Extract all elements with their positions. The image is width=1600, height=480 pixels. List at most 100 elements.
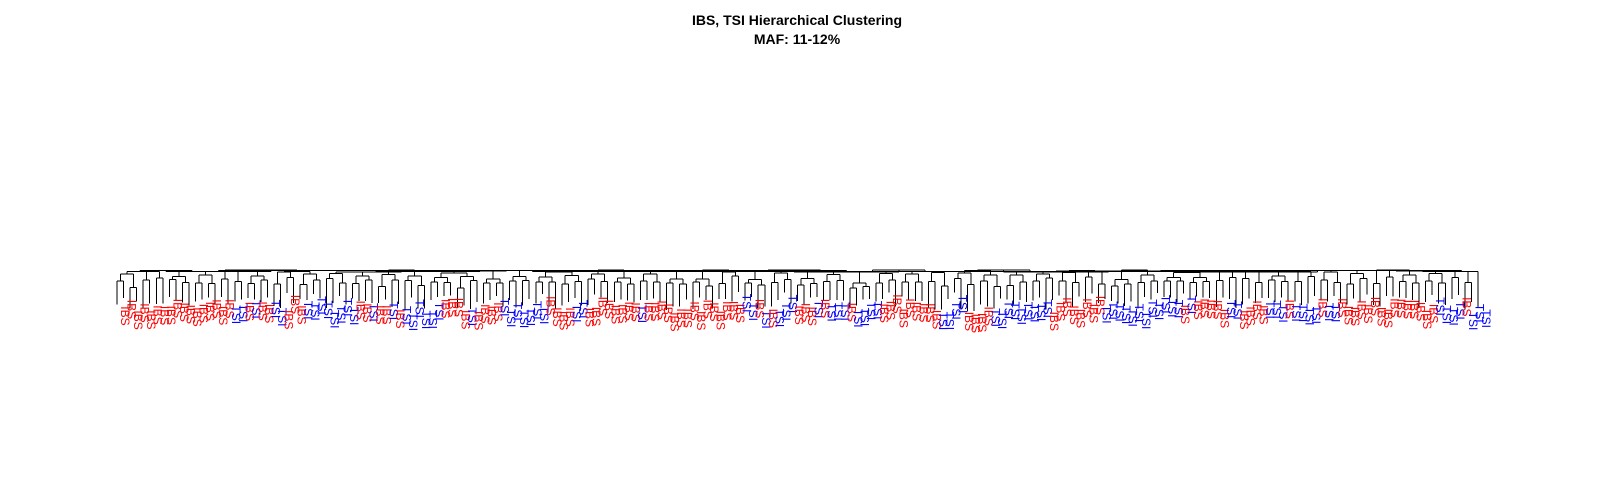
leaf-label: IBS — [727, 301, 741, 320]
leaf-label: IBS — [615, 304, 629, 323]
leaf-label: IBS — [923, 303, 937, 322]
leaf-label: TSI — [1126, 308, 1140, 327]
leaf-label: IBS — [1080, 298, 1094, 317]
leaf-label: TSI — [1139, 311, 1153, 330]
leaf-label: IBS — [1387, 298, 1401, 317]
leaf-label: TSI — [1322, 303, 1336, 322]
leaf-label: IBS — [1407, 300, 1421, 319]
leaf-label: IBS — [439, 299, 453, 318]
leaf-label: IBS — [897, 309, 911, 328]
leaf-label: IBS — [655, 300, 669, 319]
leaf-label: TSI — [1433, 297, 1447, 316]
leaf-label: TSI — [988, 308, 1002, 327]
leaf-label: IBS — [1060, 297, 1074, 316]
leaf-label: TSI — [949, 301, 963, 320]
leaf-label: IBS — [255, 301, 269, 320]
leaf-label: IBS — [203, 302, 217, 321]
leaf-label: TSI — [1165, 299, 1179, 318]
leaf-label: IBS — [242, 302, 256, 321]
leaf-label: IBS — [962, 312, 976, 331]
leaf-label: TSI — [1119, 306, 1133, 325]
leaf-label: IBS — [1283, 300, 1297, 319]
leaf-label: IBS — [602, 300, 616, 319]
leaf-label: TSI — [432, 302, 446, 321]
leaf-label: IBS — [183, 305, 197, 324]
leaf-label: IBS — [478, 304, 492, 323]
leaf-label: IBS — [1178, 305, 1192, 324]
leaf-label: TSI — [1152, 302, 1166, 321]
leaf-label: TSI — [746, 302, 760, 321]
leaf-label: TSI — [1014, 306, 1028, 325]
leaf-label: IBS — [164, 306, 178, 325]
leaf-label: TSI — [399, 306, 413, 325]
leaf-label: IBS — [190, 307, 204, 326]
leaf-label: TSI — [1302, 307, 1316, 326]
leaf-label: IBS — [210, 299, 224, 318]
leaf-label: IBS — [295, 305, 309, 324]
dendrogram-tree — [116, 269, 1479, 312]
leaf-label: IBS — [380, 305, 394, 324]
leaf-label: IBS — [484, 306, 498, 325]
leaf-label: TSI — [1329, 304, 1343, 323]
leaf-label: IBS — [884, 301, 898, 320]
leaf-label: TSI — [936, 312, 950, 331]
leaf-label: IBS — [622, 302, 636, 321]
leaf-label: IBS — [890, 294, 904, 313]
leaf-label: IBS — [589, 307, 603, 326]
leaf-label: TSI — [995, 311, 1009, 330]
leaf-label: TSI — [785, 295, 799, 314]
leaf-label: TSI — [576, 300, 590, 319]
leaf-label: IBS — [360, 303, 374, 322]
leaf-label: IBS — [262, 304, 276, 323]
leaf-label: TSI — [367, 303, 381, 322]
leaf-label: TSI — [779, 302, 793, 321]
leaf-label: IBS — [1459, 297, 1473, 316]
leaf-label: IBS — [1250, 300, 1264, 319]
leaf-label: TSI — [1158, 295, 1172, 314]
leaf-label: IBS — [125, 300, 139, 319]
leaf-label: TSI — [1453, 301, 1467, 320]
leaf-label: IBS — [177, 303, 191, 322]
leaf-label: IBS — [563, 307, 577, 326]
leaf-label: TSI — [943, 311, 957, 330]
leaf-label: IBS — [1381, 309, 1395, 328]
leaf-label: IBS — [144, 310, 158, 329]
leaf-label: TSI — [1100, 305, 1114, 324]
leaf-label: IBS — [969, 314, 983, 333]
leaf-label: IBS — [713, 311, 727, 330]
leaf-label: IBS — [1335, 298, 1349, 317]
leaf-label: TSI — [1008, 302, 1022, 321]
leaf-label: TSI — [511, 302, 525, 321]
leaf-label: TSI — [956, 295, 970, 314]
leaf-label: TSI — [236, 304, 250, 323]
leaf-label: IBS — [354, 301, 368, 320]
leaf-label: IBS — [373, 305, 387, 324]
leaf-label: IBS — [1361, 304, 1375, 323]
leaf-label: TSI — [1028, 304, 1042, 323]
leaf-label: TSI — [517, 310, 531, 329]
leaf-label: TSI — [1296, 304, 1310, 323]
leaf-label: TSI — [465, 307, 479, 326]
leaf-label: IBS — [131, 310, 145, 329]
leaf-label: IBS — [805, 307, 819, 326]
leaf-label: TSI — [1224, 300, 1238, 319]
leaf-label: TSI — [347, 307, 361, 326]
leaf-label: IBS — [1198, 298, 1212, 317]
leaf-label: IBS — [720, 301, 734, 320]
leaf-label: TSI — [314, 296, 328, 315]
leaf-label: IBS — [491, 302, 505, 321]
leaf-label: IBS — [766, 309, 780, 328]
leaf-label: TSI — [334, 305, 348, 324]
leaf-label: TSI — [327, 310, 341, 329]
leaf-label: TSI — [530, 301, 544, 320]
leaf-label: TSI — [249, 300, 263, 319]
leaf-label: IBS — [216, 306, 230, 325]
leaf-label: IBS — [583, 308, 597, 327]
leaf-label: IBS — [471, 311, 485, 330]
leaf-label: IBS — [1093, 296, 1107, 315]
leaf-label: IBS — [929, 310, 943, 329]
leaf-label: IBS — [903, 298, 917, 317]
leaf-label: TSI — [1001, 300, 1015, 319]
leaf-label: TSI — [269, 300, 283, 319]
leaf-label: TSI — [864, 302, 878, 321]
